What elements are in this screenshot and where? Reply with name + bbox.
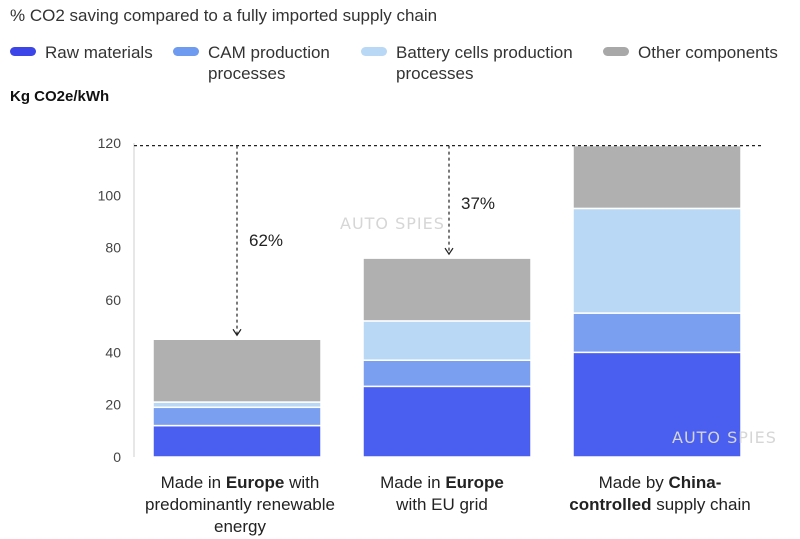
y-tick-label: 120 [98,135,122,151]
y-tick-label: 20 [105,397,121,413]
bar-segment [572,144,742,210]
bar-segment [572,351,742,458]
legend-label: Battery cells production [396,43,573,62]
legend-label: Raw materials [45,43,153,62]
bar-segment [152,424,322,458]
legend-swatch-other-components [603,47,629,56]
chart-subtitle: % CO2 saving compared to a fully importe… [10,6,438,25]
legend-swatch-cam-production [173,47,199,56]
legend-swatch-raw-materials [10,47,36,56]
bar-segment [572,207,742,314]
bar-segment [362,359,532,388]
legend-swatch-battery-cells [361,47,387,56]
legend-label: processes [208,64,286,83]
bar-segment [362,385,532,458]
bar-segment [572,312,742,354]
legend-item-cam-production: CAM production processes [173,42,330,84]
watermark: AUTO SPIES [340,214,445,233]
annotation-arrow-head [444,247,454,256]
bar-segment [362,320,532,361]
legend-item-other-components: Other components [603,42,778,63]
y-tick-label: 60 [105,292,121,308]
category-label: Made by China- controlled supply chain [569,473,751,514]
category-label: Made in Europe with predominantly renewa… [145,473,335,536]
y-tick-label: 0 [113,449,121,465]
annotation-arrow-head [232,328,242,337]
legend-item-battery-cells: Battery cells production processes [361,42,573,84]
annotation-label: 62% [249,231,283,250]
legend-label: processes [396,64,474,83]
watermark: AUTO SPIES [672,428,777,447]
annotation-label: 37% [461,194,495,213]
bar-segment [152,401,322,409]
bar-segment [362,257,532,322]
y-tick-label: 40 [105,344,121,360]
y-axis-unit-label: Kg CO2e/kWh [10,88,110,105]
legend-item-raw-materials: Raw materials [10,42,153,63]
legend-label: CAM production [208,43,330,62]
legend: Raw materials CAM production processes B… [10,42,800,86]
bar-segment [152,406,322,427]
category-label: Made in Europe with EU grid [380,473,504,514]
legend-label: Other components [638,43,778,62]
bar-segment [152,338,322,403]
y-tick-label: 80 [105,240,121,256]
y-tick-label: 100 [98,187,122,203]
